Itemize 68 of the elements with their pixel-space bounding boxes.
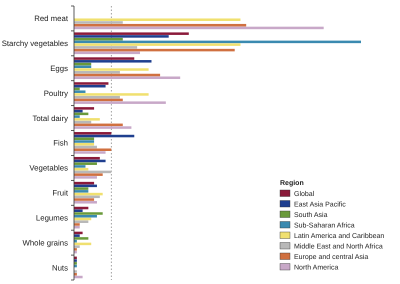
bar [74, 74, 160, 76]
bar [74, 173, 103, 176]
bar [74, 76, 180, 80]
bar [74, 132, 112, 135]
bar [74, 198, 94, 201]
bar [74, 187, 88, 190]
bar [74, 176, 97, 179]
bar [74, 210, 83, 212]
bar [74, 43, 240, 46]
bar [74, 220, 88, 223]
bar [74, 40, 361, 44]
bar [74, 156, 100, 160]
bar [74, 196, 100, 198]
bar [74, 62, 92, 66]
bar [74, 170, 112, 174]
bar [74, 84, 106, 88]
bar [74, 182, 94, 184]
bar [74, 98, 123, 102]
bar [74, 60, 152, 63]
bar [74, 124, 123, 126]
bar [74, 140, 94, 143]
bar [74, 146, 97, 148]
bar [74, 134, 134, 138]
bar [74, 242, 92, 246]
bar [74, 32, 189, 35]
bar [74, 160, 106, 162]
bar [74, 237, 88, 240]
bar [74, 206, 88, 210]
bar [74, 46, 138, 49]
bar [74, 48, 235, 52]
bar [74, 232, 83, 234]
bar [74, 21, 123, 24]
bar [74, 190, 88, 193]
bar [74, 52, 140, 54]
bar [74, 18, 240, 21]
bar [74, 143, 94, 146]
bar [74, 101, 166, 104]
bar [74, 218, 92, 220]
bar [74, 110, 83, 112]
bar [74, 162, 97, 165]
bar [74, 66, 92, 68]
bar [74, 71, 120, 74]
bar [74, 276, 83, 278]
bar [74, 212, 103, 215]
bar [74, 214, 97, 218]
bar [74, 192, 103, 196]
bar [74, 68, 149, 71]
bar [74, 184, 97, 188]
bar [74, 38, 123, 40]
bar [74, 82, 108, 85]
bar [74, 168, 88, 170]
bar [74, 126, 132, 129]
bar [74, 26, 324, 30]
bar [74, 35, 169, 38]
bar [74, 24, 246, 26]
bar [74, 201, 97, 204]
bar [74, 118, 100, 121]
bar [74, 93, 149, 96]
bar [74, 96, 120, 98]
bar [74, 165, 86, 168]
bar [74, 112, 88, 116]
bar [74, 151, 106, 154]
bar [74, 148, 112, 151]
bar [74, 90, 86, 93]
bar [74, 107, 94, 110]
bar [74, 120, 92, 124]
bar [74, 138, 94, 140]
bar [74, 57, 134, 60]
